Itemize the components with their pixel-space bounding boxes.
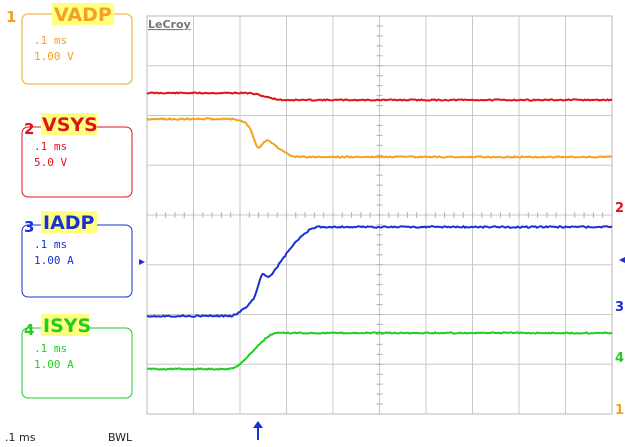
- channel-4-number: 4: [24, 321, 34, 339]
- channel-2-scale: 5.0 V: [34, 156, 67, 169]
- trigger-arrow-icon: [253, 421, 263, 440]
- right-marker-4: 4: [615, 351, 624, 366]
- channel-4-scale: 1.00 A: [34, 358, 74, 371]
- right-marker-3: 3: [615, 300, 624, 315]
- footer-bwl: BWL: [108, 431, 133, 444]
- channel-2-descriptor[interactable]: 2 VSYS .1 ms 5.0 V: [22, 113, 132, 197]
- right-marker-1: 1: [615, 403, 624, 418]
- channel-2-number: 2: [24, 120, 34, 138]
- channel-3-descriptor[interactable]: 3 IADP .1 ms 1.00 A: [22, 211, 132, 297]
- footer-timebase: .1 ms: [5, 431, 36, 444]
- channel-1-descriptor[interactable]: 1 VADP .1 ms 1.00 V: [6, 3, 132, 84]
- channel-1-number: 1: [6, 8, 16, 26]
- channel-3-timebase: .1 ms: [34, 238, 67, 251]
- channel-1-timebase: .1 ms: [34, 34, 67, 47]
- channel-4-name: ISYS: [43, 315, 91, 337]
- channel-4-descriptor[interactable]: 4 ISYS .1 ms 1.00 A: [22, 314, 132, 398]
- lecroy-logo: LeCroy: [148, 18, 191, 31]
- waveform-grid: [147, 16, 612, 414]
- channel-3-left-arrow-icon: [139, 259, 145, 265]
- channel-3-name: IADP: [43, 212, 95, 234]
- channel-4-timebase: .1 ms: [34, 342, 67, 355]
- channel-1-name: VADP: [54, 4, 112, 26]
- right-marker-2: 2: [615, 201, 624, 216]
- channel-1-scale: 1.00 V: [34, 50, 74, 63]
- channel-3-number: 3: [24, 218, 34, 236]
- channel-3-right-arrow-icon: [619, 257, 625, 263]
- channel-2-name: VSYS: [42, 114, 98, 136]
- channel-3-scale: 1.00 A: [34, 254, 74, 267]
- channel-2-timebase: .1 ms: [34, 140, 67, 153]
